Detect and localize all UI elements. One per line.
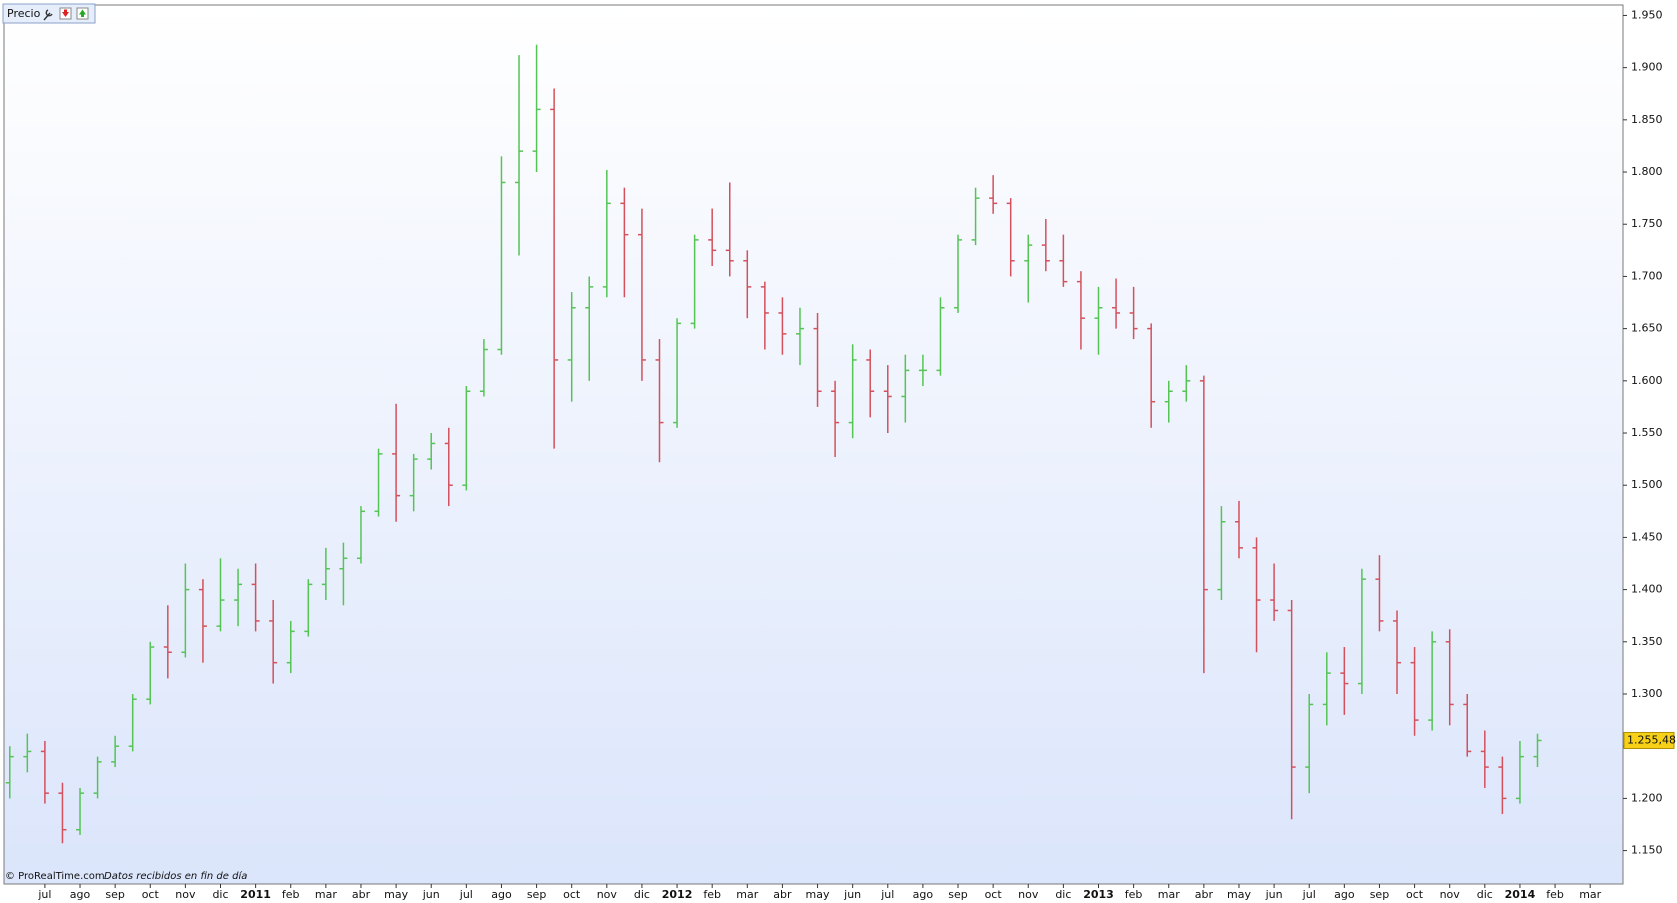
- x-tick-label: nov: [597, 888, 618, 901]
- x-tick-label: jun: [843, 888, 861, 901]
- x-tick-label: nov: [175, 888, 196, 901]
- x-tick-label: jul: [459, 888, 473, 901]
- x-tick-label: dic: [634, 888, 650, 901]
- down-arrow: [62, 9, 69, 17]
- y-tick-label: 1.400: [1631, 583, 1663, 596]
- up-arrow: [79, 9, 86, 17]
- x-tick-label: feb: [282, 888, 300, 901]
- y-tick-label: 1.950: [1631, 8, 1663, 21]
- y-tick-label: 1.350: [1631, 635, 1663, 648]
- footer-brand: © ProRealTime.com: [5, 871, 105, 882]
- y-tick-label: 1.550: [1631, 426, 1663, 439]
- x-tick-label: mar: [1579, 888, 1601, 901]
- legend-icons: [43, 7, 89, 21]
- y-tick-label: 1.150: [1631, 844, 1663, 857]
- wrench-icon[interactable]: [43, 9, 53, 21]
- x-tick-label: oct: [142, 888, 160, 901]
- x-tick-label: ago: [1334, 888, 1355, 901]
- x-tick-label: mar: [736, 888, 758, 901]
- x-tick-label: feb: [1546, 888, 1564, 901]
- x-tick-label: abr: [352, 888, 371, 901]
- x-tick-label: dic: [212, 888, 228, 901]
- footer-note: Datos recibidos en fin de día: [104, 870, 247, 882]
- x-tick-label: oct: [563, 888, 581, 901]
- x-tick-label: jul: [1302, 888, 1316, 901]
- plot-area: [3, 4, 1624, 885]
- last-price-label: 1.255,48: [1627, 733, 1676, 746]
- y-tick-label: 1.200: [1631, 791, 1663, 804]
- x-tick-label: nov: [1018, 888, 1039, 901]
- x-tick-label: ago: [70, 888, 91, 901]
- legend-label: Precio: [7, 7, 41, 20]
- x-tick-label: 2014: [1505, 888, 1536, 901]
- x-tick-label: 2012: [662, 888, 693, 901]
- x-tick-label: sep: [1370, 888, 1389, 901]
- y-tick-label: 1.500: [1631, 478, 1663, 491]
- y-tick-label: 1.650: [1631, 322, 1663, 335]
- bars: [5, 44, 1542, 844]
- x-tick-label: may: [806, 888, 830, 901]
- x-tick-label: jul: [880, 888, 894, 901]
- x-tick-label: mar: [1158, 888, 1180, 901]
- x-tick-label: ago: [491, 888, 512, 901]
- x-tick-label: may: [384, 888, 408, 901]
- x-tick-label: jun: [422, 888, 440, 901]
- y-tick-label: 1.800: [1631, 165, 1663, 178]
- last-price-box: [1623, 731, 1675, 749]
- x-tick-label: 2013: [1083, 888, 1114, 901]
- x-tick-label: jun: [1265, 888, 1283, 901]
- y-tick-label: 1.600: [1631, 374, 1663, 387]
- x-tick-label: abr: [1195, 888, 1214, 901]
- x-tick-label: nov: [1440, 888, 1461, 901]
- y-tick-label: 1.300: [1631, 687, 1663, 700]
- x-tick-label: may: [1227, 888, 1251, 901]
- x-tick-label: 2011: [240, 888, 271, 901]
- x-tick-label: abr: [773, 888, 792, 901]
- x-tick-label: jul: [37, 888, 51, 901]
- x-tick-label: ago: [913, 888, 934, 901]
- x-tick-label: dic: [1055, 888, 1071, 901]
- x-tick-label: sep: [948, 888, 967, 901]
- y-tick-label: 1.700: [1631, 269, 1663, 282]
- x-tick-label: feb: [1125, 888, 1143, 901]
- y-tick-label: 1.850: [1631, 113, 1663, 126]
- x-tick-label: feb: [703, 888, 721, 901]
- x-tick-label: dic: [1477, 888, 1493, 901]
- x-tick-label: oct: [985, 888, 1003, 901]
- y-tick-label: 1.750: [1631, 217, 1663, 230]
- x-tick-label: mar: [315, 888, 337, 901]
- x-tick-label: sep: [527, 888, 546, 901]
- y-tick-label: 1.900: [1631, 61, 1663, 74]
- x-tick-label: oct: [1406, 888, 1424, 901]
- y-tick-label: 1.450: [1631, 530, 1663, 543]
- x-tick-label: sep: [105, 888, 124, 901]
